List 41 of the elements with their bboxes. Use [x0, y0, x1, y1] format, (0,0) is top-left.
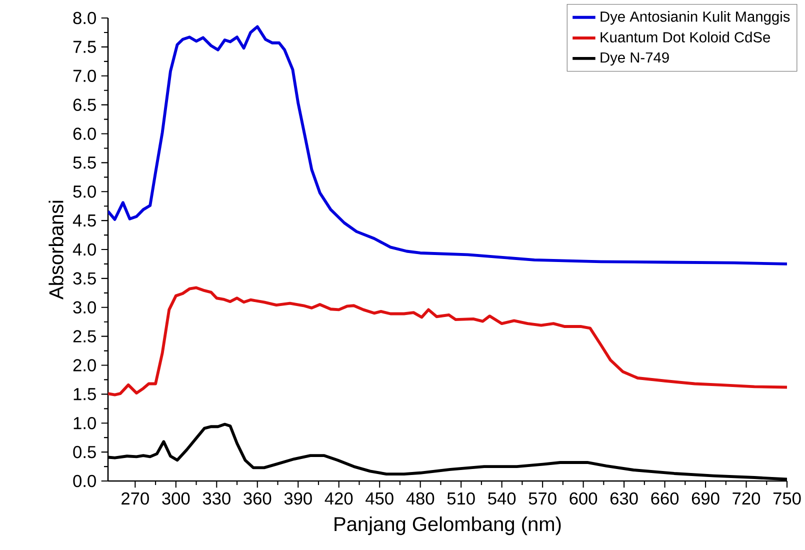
y-tick-label: 1.0: [74, 416, 96, 430]
y-tick-label: 4.5: [72, 214, 96, 227]
y-axis-title: Absorbansi: [48, 200, 64, 300]
x-tick-label: 750: [773, 492, 801, 505]
x-tick-label: 300: [162, 492, 190, 505]
legend-label: Dye N-749: [600, 52, 669, 66]
y-tick-label: 3.5: [73, 272, 96, 285]
y-tick-label: 4.0: [72, 243, 96, 256]
line-series: [108, 25, 788, 266]
x-axis-title: Panjang Gelombang (nm): [334, 516, 561, 536]
x-tick-label: 510: [447, 492, 475, 505]
y-tick-label: 6.5: [73, 98, 96, 111]
x-tick-label: 630: [610, 492, 638, 505]
y-tick-label: 8.0: [73, 12, 96, 24]
y-tick-label: 5.5: [73, 156, 96, 169]
x-tick-label: 720: [732, 492, 760, 505]
x-tick-label: 390: [284, 492, 312, 505]
y-tick-label: 1.5: [74, 388, 96, 400]
y-tick-label: 2.0: [73, 359, 96, 372]
legend-label: Kuantum Dot Koloid CdSe: [600, 32, 770, 42]
line-series: [108, 286, 788, 396]
y-tick-label: 7.5: [73, 40, 96, 53]
x-tick-label: 270: [122, 492, 149, 505]
x-tick-label: 690: [692, 492, 720, 505]
y-tick-label: 7.0: [73, 70, 96, 82]
y-tick-label: 2.5: [73, 330, 96, 342]
x-tick-label: 420: [324, 492, 353, 505]
x-tick-label: 330: [202, 492, 230, 505]
y-tick-label: 3.0: [73, 301, 96, 314]
x-tick-label: 570: [528, 492, 556, 505]
legend-label: Dye Antosianin Kulit Manggis: [600, 11, 790, 25]
x-tick-label: 660: [651, 492, 679, 505]
x-tick-label: 360: [244, 492, 272, 505]
y-tick-label: 0.0: [73, 474, 96, 488]
x-tick-label: 480: [406, 492, 434, 505]
y-tick-label: 6.0: [73, 128, 96, 140]
x-tick-label: 450: [366, 492, 394, 505]
x-tick-label: 540: [488, 492, 516, 505]
x-tick-label: 600: [570, 492, 598, 505]
y-tick-label: 0.5: [73, 446, 96, 458]
y-tick-label: 5.0: [73, 185, 96, 198]
